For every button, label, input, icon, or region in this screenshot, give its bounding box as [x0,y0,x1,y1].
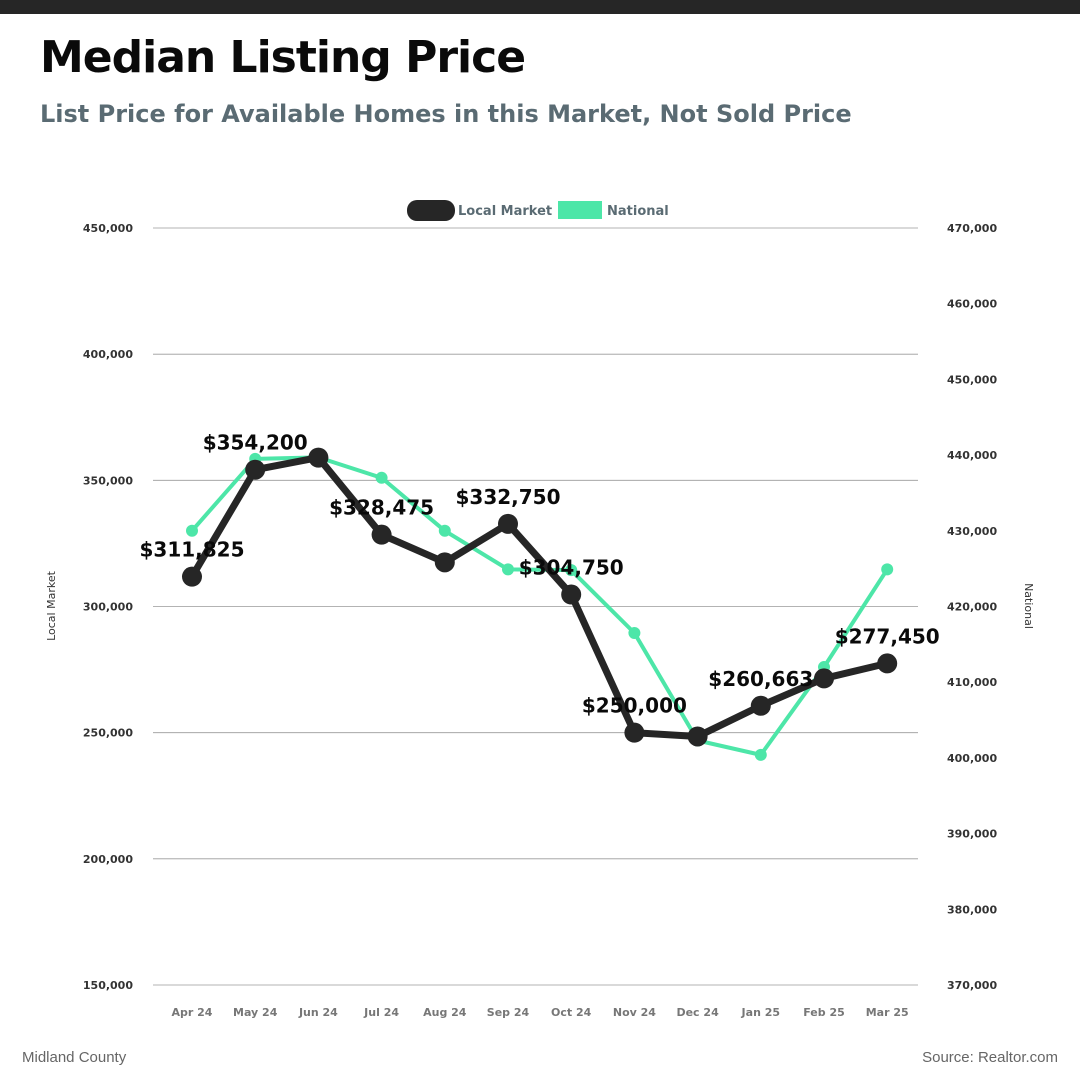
left-tick-label: 450,000 [83,222,133,235]
data-labels: $311,825 $354,200 $328,475 $332,750 $304,750… [139,431,939,718]
x-tick-label: Mar 25 [866,1006,909,1019]
local-point [624,722,645,743]
right-tick-label: 440,000 [947,449,997,462]
legend-label-national: National [607,204,669,219]
data-label: $354,200 [203,431,308,455]
national-point [438,524,451,537]
data-label: $332,750 [455,485,560,509]
local-point [814,668,834,689]
left-tick-label: 300,000 [83,601,133,614]
national-point [186,524,198,537]
left-tick-label: 150,000 [83,979,133,992]
x-tick-label: Dec 24 [676,1006,719,1019]
left-tick-label: 350,000 [83,474,133,487]
x-axis: Apr 24 May 24 Jun 24 Jul 24 Aug 24 Sep 24 Oct … [172,1006,909,1019]
local-point [750,695,771,716]
x-tick-label: Sep 24 [487,1006,530,1019]
national-point [375,471,388,484]
left-tick-label: 400,000 [83,348,133,361]
national-point [881,563,894,576]
right-tick-label: 420,000 [947,601,997,614]
national-point [754,748,767,761]
x-tick-label: Aug 24 [423,1006,467,1019]
line-chart: 150,000 200,000 250,000 300,000 350,000 400,0… [45,200,1035,1019]
right-axis: 370,000 380,000 390,000 400,000 410,000 420,0… [947,222,997,992]
chart-subtitle: List Price for Available Homes in this M… [40,100,852,128]
data-label: $277,450 [835,624,940,648]
left-tick-label: 200,000 [83,853,133,866]
national-point [565,564,578,577]
local-point [687,726,708,747]
local-point [182,566,202,587]
region-label: Midland County [22,1049,127,1066]
x-tick-label: Apr 24 [172,1006,213,1019]
data-label: $311,825 [139,538,244,562]
data-label: $328,475 [329,496,434,520]
x-tick-label: Oct 24 [551,1006,592,1019]
local-point [498,513,518,534]
right-tick-label: 450,000 [947,373,997,386]
right-tick-label: 390,000 [947,828,997,841]
right-tick-label: 470,000 [947,222,997,235]
left-tick-label: 250,000 [83,727,133,740]
data-label: $260,663 [708,667,813,691]
x-tick-label: Jul 24 [363,1006,399,1019]
legend-label-local: Local Market [458,204,552,219]
top-bar [0,0,1080,14]
local-point [245,459,266,480]
right-tick-label: 370,000 [947,979,997,992]
national-point [502,563,514,576]
x-tick-label: Nov 24 [613,1006,656,1019]
local-series [182,447,898,747]
legend-swatch-national [558,201,602,219]
x-tick-label: Jan 25 [741,1006,780,1019]
right-tick-label: 380,000 [947,903,997,916]
data-label: $250,000 [582,694,687,718]
right-tick-label: 410,000 [947,676,997,689]
local-point [561,584,582,605]
left-axis-title: Local Market [45,570,58,641]
x-tick-label: Jun 24 [298,1006,338,1019]
chart-title: Median Listing Price [40,32,526,83]
local-point [434,552,455,573]
legend: Local Market National [407,200,669,221]
left-axis: 150,000 200,000 250,000 300,000 350,000 400,0… [83,222,133,992]
local-point [877,653,898,674]
local-line [188,454,889,740]
data-label: $304,750 [519,556,624,580]
local-point [308,447,329,468]
right-axis-title: National [1022,583,1035,629]
right-tick-label: 400,000 [947,752,997,765]
source-label: Source: Realtor.com [922,1049,1058,1066]
right-tick-label: 460,000 [947,298,997,311]
local-point [371,524,392,545]
right-tick-label: 430,000 [947,525,997,538]
x-tick-label: May 24 [233,1006,278,1019]
legend-swatch-local [407,200,455,221]
x-tick-label: Feb 25 [803,1006,845,1019]
national-point [628,626,641,639]
gridlines [153,227,918,986]
